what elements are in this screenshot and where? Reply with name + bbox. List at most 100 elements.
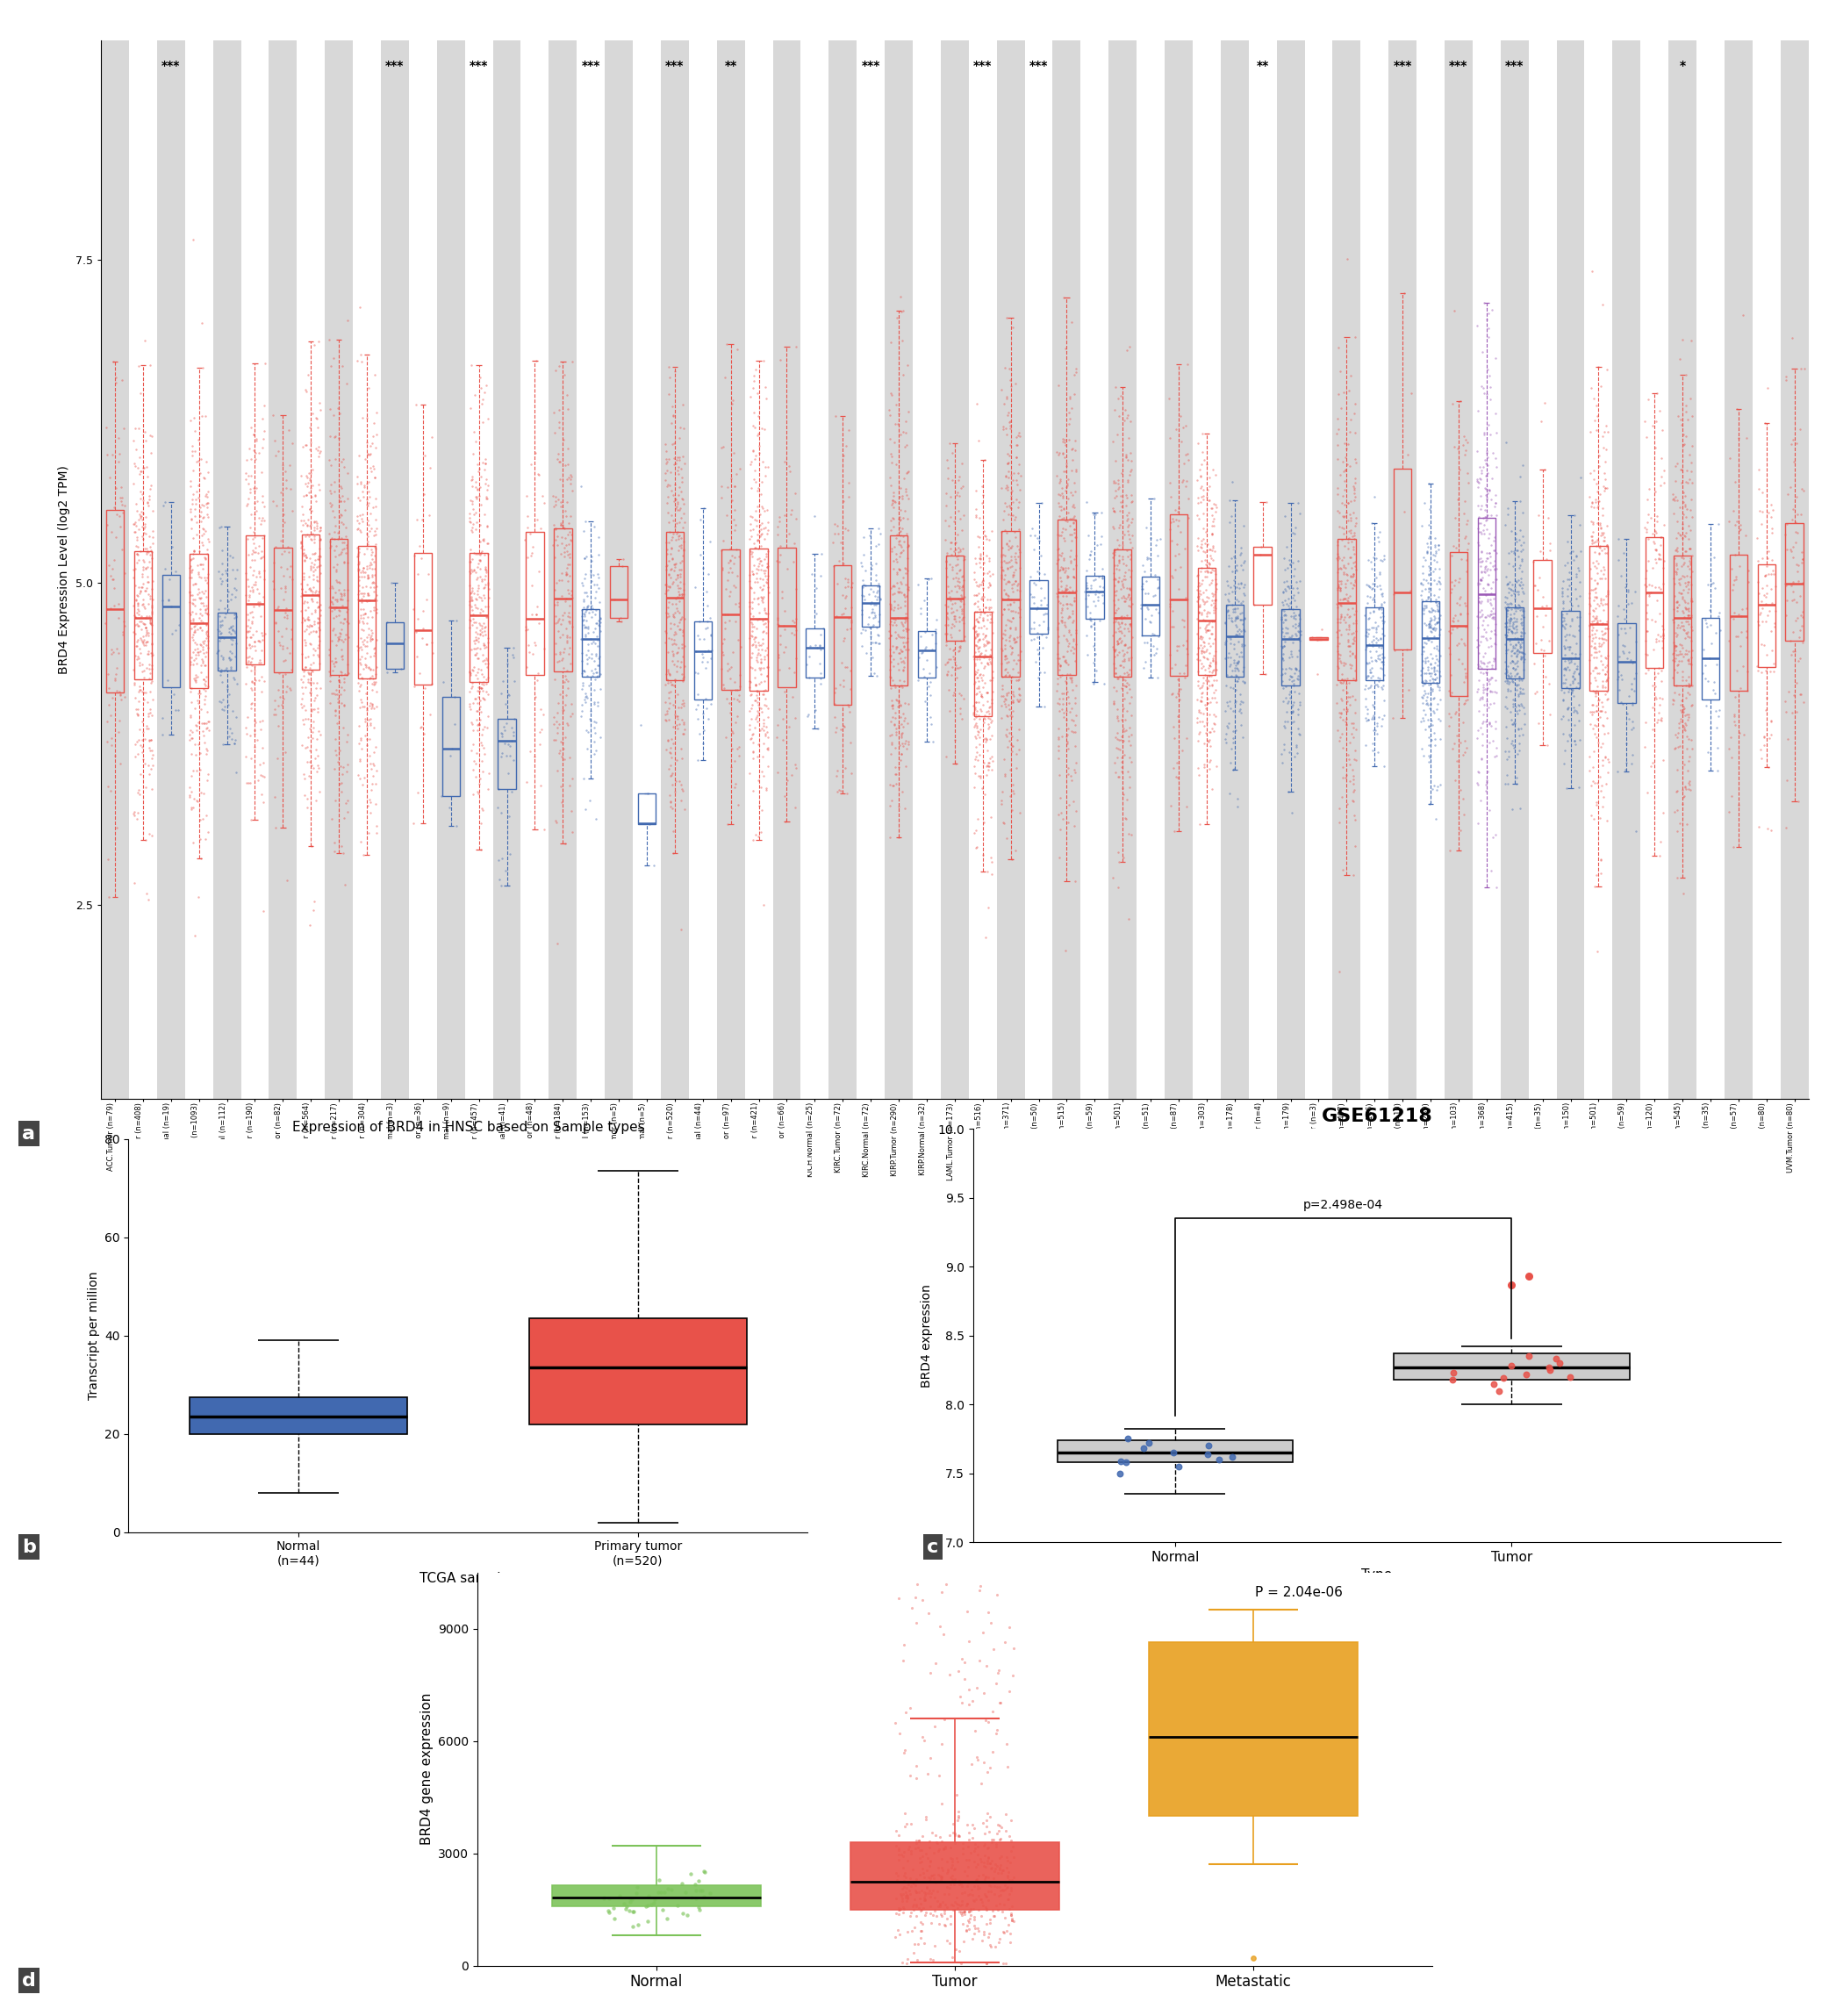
- Point: [995, 532, 1024, 564]
- Point: [189, 708, 218, 740]
- Point: [1271, 653, 1300, 685]
- Point: [1028, 599, 1058, 631]
- Point: [668, 579, 698, 611]
- Point: [1412, 641, 1441, 673]
- Point: [665, 472, 694, 504]
- Point: [661, 508, 690, 540]
- Point: [325, 623, 354, 655]
- Point: [977, 706, 1006, 738]
- Point: [360, 575, 389, 607]
- Point: [1472, 552, 1502, 585]
- Point: [663, 454, 692, 486]
- Point: [1188, 534, 1217, 566]
- Point: [1640, 571, 1669, 603]
- Point: [426, 780, 455, 812]
- Point: [288, 534, 318, 566]
- Point: [1671, 639, 1700, 671]
- Point: [940, 1869, 969, 1901]
- Point: [898, 1889, 927, 1921]
- Point: [933, 1857, 962, 1889]
- Point: [1583, 726, 1612, 758]
- Point: [136, 437, 165, 470]
- Point: [1553, 562, 1583, 595]
- Point: [1436, 659, 1465, 691]
- Point: [329, 589, 358, 621]
- Point: [1269, 728, 1298, 760]
- Point: [1759, 554, 1788, 587]
- Point: [887, 738, 916, 770]
- Point: [204, 635, 233, 667]
- Point: [1632, 639, 1662, 671]
- Point: [1476, 383, 1506, 415]
- Point: [1217, 1441, 1247, 1474]
- Point: [1276, 587, 1305, 619]
- Point: [1056, 534, 1085, 566]
- Point: [742, 542, 771, 575]
- Point: [1520, 571, 1550, 603]
- Point: [1476, 573, 1506, 605]
- Point: [577, 623, 606, 655]
- Point: [358, 667, 387, 700]
- Point: [1282, 732, 1311, 764]
- Point: [1199, 454, 1228, 486]
- Point: [1188, 706, 1217, 738]
- Point: [1561, 724, 1590, 756]
- Point: [327, 671, 356, 704]
- Point: [1087, 560, 1116, 593]
- Point: [518, 530, 547, 562]
- Point: [1186, 472, 1215, 504]
- Point: [1779, 494, 1808, 526]
- Point: [178, 649, 207, 681]
- Point: [264, 710, 294, 742]
- Point: [580, 613, 610, 645]
- Point: [354, 560, 384, 593]
- Point: [187, 306, 217, 339]
- Point: [1326, 627, 1355, 659]
- Point: [123, 623, 152, 655]
- Point: [1500, 564, 1529, 597]
- Point: [468, 667, 498, 700]
- Point: [353, 637, 382, 669]
- Point: [1351, 647, 1381, 679]
- Point: [1199, 639, 1228, 671]
- Point: [1326, 496, 1355, 528]
- Point: [1340, 804, 1370, 837]
- Point: [466, 387, 496, 419]
- Point: [1500, 605, 1529, 637]
- Point: [520, 681, 549, 714]
- Point: [1509, 595, 1539, 627]
- Point: [1450, 423, 1480, 456]
- Point: [1001, 540, 1030, 573]
- Point: [1592, 605, 1621, 637]
- Point: [663, 595, 692, 627]
- Point: [1491, 657, 1520, 689]
- Point: [554, 462, 584, 494]
- Point: [1718, 831, 1748, 863]
- Point: [571, 611, 600, 643]
- Point: [1647, 413, 1676, 446]
- Point: [362, 419, 391, 452]
- Point: [964, 653, 993, 685]
- Point: [1136, 639, 1166, 671]
- Point: [942, 1933, 971, 1966]
- Point: [297, 571, 327, 603]
- Point: [986, 1875, 1015, 1907]
- Point: [670, 631, 700, 663]
- Point: [193, 712, 222, 744]
- Point: [542, 524, 571, 556]
- Point: [1640, 526, 1669, 558]
- Point: [582, 802, 611, 835]
- Point: [960, 542, 990, 575]
- Point: [571, 685, 600, 718]
- Point: [742, 518, 771, 550]
- Point: [294, 591, 323, 623]
- Point: [1496, 601, 1526, 633]
- Point: [193, 712, 222, 744]
- Point: [353, 562, 382, 595]
- Point: [1584, 486, 1614, 518]
- Point: [461, 704, 490, 736]
- Point: [303, 639, 332, 671]
- Point: [657, 669, 687, 702]
- Point: [1001, 442, 1030, 474]
- Point: [973, 1841, 1002, 1873]
